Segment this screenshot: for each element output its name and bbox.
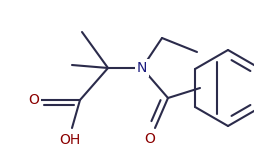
Text: O: O	[144, 132, 155, 146]
Text: N: N	[136, 61, 147, 75]
Text: OH: OH	[59, 133, 80, 147]
Text: O: O	[28, 93, 39, 107]
